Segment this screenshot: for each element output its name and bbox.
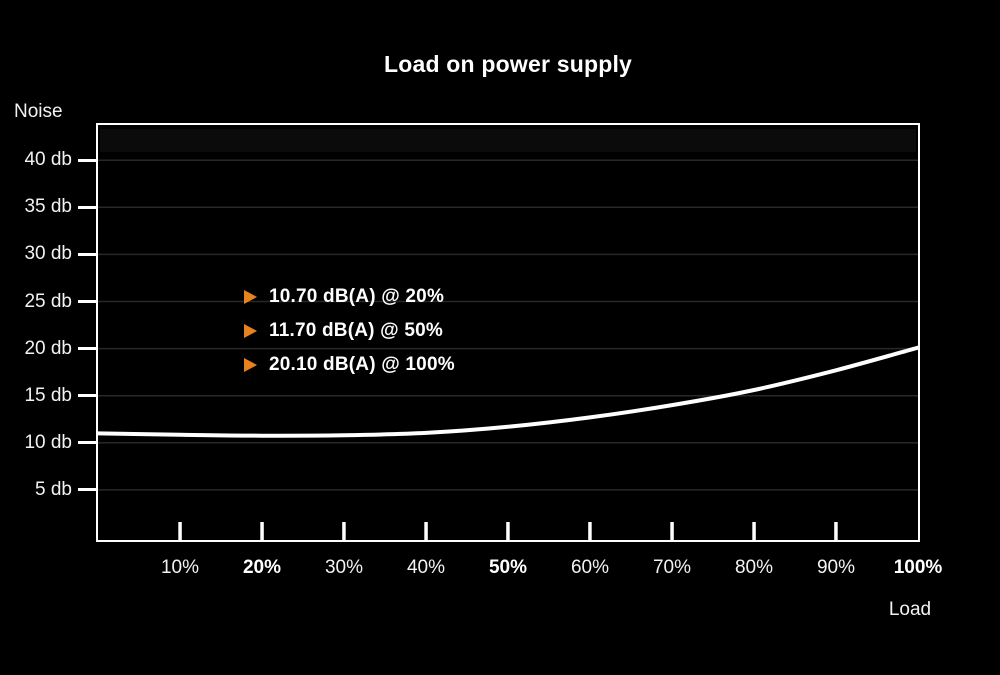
x-tick <box>752 522 756 540</box>
x-tick <box>424 522 428 540</box>
x-tick <box>670 522 674 540</box>
y-axis-title: Noise <box>14 101 63 122</box>
y-tick <box>78 394 98 398</box>
y-tick-label: 15 db <box>24 384 72 406</box>
legend-item: 11.70 dB(A) @ 50% <box>244 319 455 343</box>
y-tick <box>78 347 98 351</box>
legend-label: 20.10 dB(A) @ 100% <box>269 354 455 375</box>
y-tick <box>78 252 98 256</box>
x-tick-label: 20% <box>242 557 282 578</box>
x-tick-label: 90% <box>816 557 856 578</box>
noise-curve <box>98 345 918 438</box>
legend-item: 20.10 dB(A) @ 100% <box>244 353 455 377</box>
y-tick-label: 20 db <box>24 337 72 359</box>
x-tick-label: 70% <box>652 557 692 578</box>
legend-label: 10.70 dB(A) @ 20% <box>269 286 445 307</box>
y-tick-label: 40 db <box>24 149 72 171</box>
legend-item: 10.70 dB(A) @ 20% <box>244 285 455 309</box>
x-tick <box>178 522 182 540</box>
y-tick-label: 30 db <box>24 243 72 265</box>
y-tick-label: 10 db <box>24 431 72 453</box>
y-tick <box>78 300 98 303</box>
x-tick-label: 50% <box>488 557 528 578</box>
x-tick-label: 60% <box>570 557 610 578</box>
x-tick-label: 40% <box>406 557 446 578</box>
watermark-band <box>100 129 916 152</box>
legend-label: 11.70 dB(A) @ 50% <box>269 320 443 341</box>
x-tick-label: 80% <box>734 557 774 578</box>
chart-title: Load on power supply <box>383 51 633 77</box>
plot-canvas <box>98 129 918 540</box>
x-tick <box>588 522 592 540</box>
y-tick-label: 25 db <box>24 290 72 312</box>
orange-right-triangle-icon <box>244 290 257 304</box>
x-tick <box>260 522 264 540</box>
chart-legend: 10.70 dB(A) @ 20% 11.70 dB(A) @ 50% 20.10 … <box>244 285 455 387</box>
x-axis-title: Load <box>888 599 932 620</box>
x-tick-label: 30% <box>324 557 364 578</box>
y-tick <box>78 488 98 492</box>
x-tick <box>506 522 510 540</box>
plot-area: 10.70 dB(A) @ 20% 11.70 dB(A) @ 50% 20.10 … <box>96 123 920 542</box>
y-tick <box>78 158 98 162</box>
x-tick-label: 10% <box>160 557 200 578</box>
y-tick <box>78 205 98 209</box>
orange-right-triangle-icon <box>244 324 257 338</box>
y-tick <box>78 441 98 445</box>
orange-right-triangle-icon <box>244 358 257 372</box>
y-tick-label: 35 db <box>24 196 72 218</box>
x-tick <box>342 522 346 540</box>
y-tick-label: 5 db <box>35 478 72 500</box>
x-tick-label: 100% <box>893 557 943 578</box>
x-tick <box>834 522 838 540</box>
